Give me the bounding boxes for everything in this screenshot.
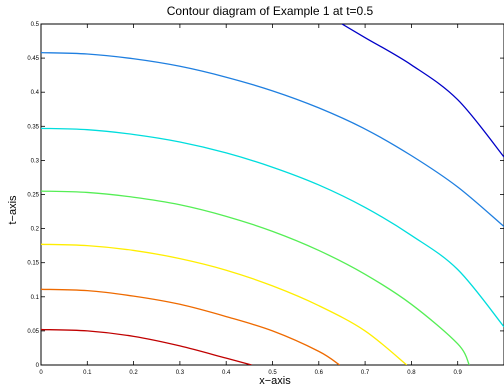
y-tick-label: 0.2 — [31, 227, 40, 233]
y-tick-label: 0.35 — [27, 124, 39, 130]
y-tick-label: 0.45 — [27, 56, 39, 62]
chart-title: Contour diagram of Example 1 at t=0.5 — [167, 4, 374, 18]
y-tick-label: 0.1 — [31, 295, 40, 301]
y-tick-label: 0 — [36, 363, 40, 369]
x-tick-label: 0.5 — [268, 370, 277, 376]
contour-line-4 — [41, 190, 470, 365]
y-tick-label: 0.3 — [31, 158, 40, 164]
x-tick-label: 0.8 — [407, 370, 416, 376]
contour-line-7 — [341, 24, 504, 158]
x-tick-label: 0 — [39, 370, 43, 376]
contour-line-3 — [41, 243, 408, 365]
contour-line-2 — [41, 288, 340, 365]
y-tick-label: 0.4 — [31, 90, 40, 96]
x-tick-label: 0.7 — [361, 370, 370, 376]
x-tick-label: 0.4 — [222, 370, 231, 376]
y-axis-ticks: 0 0.05 0.1 0.15 0.2 0.25 0.3 0.35 0.4 0.45 0.5 — [27, 22, 504, 369]
contour-line-5 — [41, 127, 504, 328]
x-tick-label: 0.3 — [176, 370, 185, 376]
x-tick-label: 0.1 — [83, 370, 92, 376]
y-axis-label: t−axis — [7, 195, 19, 225]
y-tick-label: 0.5 — [31, 22, 40, 28]
y-tick-label: 0.25 — [27, 193, 39, 199]
x-tick-label: 0.9 — [454, 370, 463, 376]
y-tick-label: 0.15 — [27, 261, 39, 267]
x-axis-label: x−axis — [259, 375, 291, 387]
contour-line-1 — [41, 328, 252, 365]
contour-lines — [41, 24, 504, 365]
y-tick-label: 0.05 — [27, 329, 39, 335]
x-tick-label: 0.6 — [315, 370, 324, 376]
contour-line-6 — [41, 51, 504, 228]
x-axis-ticks: 0 0.1 0.2 0.3 0.4 0.5 0.6 0.7 0.8 0.9 — [39, 24, 463, 376]
x-tick-label: 0.2 — [129, 370, 138, 376]
